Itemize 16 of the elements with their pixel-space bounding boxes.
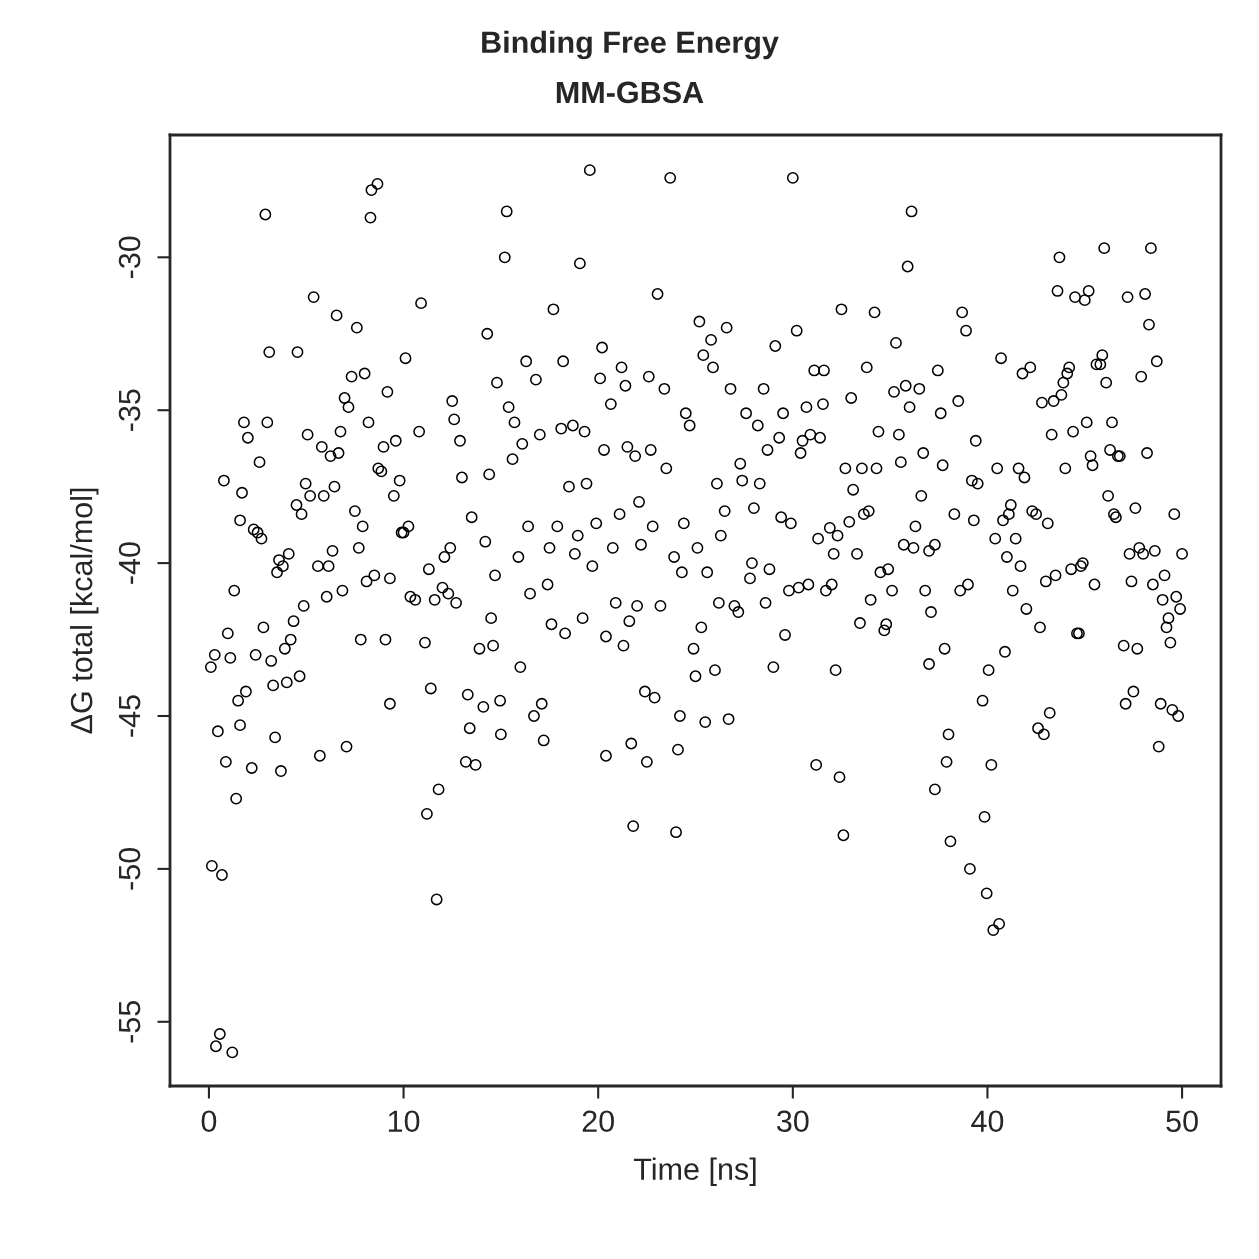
y-axis-title: ΔG total [kcal/mol] [69,488,99,734]
y-tick-label: -45 [119,695,141,737]
x-tick-label: 50 [1166,1110,1198,1133]
x-tick-label: 20 [582,1110,614,1133]
x-axis-title: Time [ns] [633,1157,756,1187]
x-tick-label: 40 [971,1110,1004,1133]
y-tick-label: -50 [118,848,141,890]
y-tick-label: -40 [118,542,141,584]
x-tick-label: 0 [201,1110,217,1133]
chart-title: Binding Free Energy [482,30,779,60]
x-tick-label: 30 [776,1110,809,1133]
y-tick-label: -35 [118,389,141,431]
y-tick-label: -55 [119,1000,141,1043]
y-tick-label: -30 [118,236,141,279]
x-tick-label: 10 [388,1110,420,1133]
chart-subtitle: MM-GBSA [556,81,704,104]
